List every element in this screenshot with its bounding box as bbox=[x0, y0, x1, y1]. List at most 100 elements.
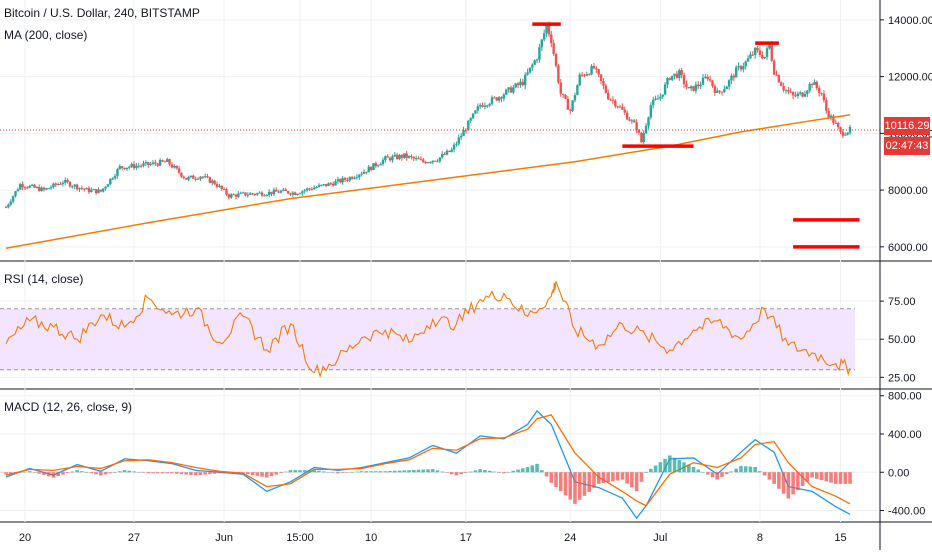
candle-body bbox=[196, 178, 200, 180]
candle-body bbox=[642, 133, 645, 143]
macd-hist-bar bbox=[767, 472, 772, 480]
macd-hist-bar bbox=[781, 472, 786, 494]
candle-body bbox=[322, 184, 325, 186]
candle-body bbox=[289, 193, 292, 195]
candle-body bbox=[75, 184, 79, 190]
macd-hist-bar bbox=[620, 472, 625, 480]
candle-body bbox=[173, 165, 176, 168]
macd-hist-bar bbox=[155, 472, 160, 474]
macd-hist-bar bbox=[691, 467, 696, 473]
candle-body bbox=[457, 137, 461, 144]
candle-body bbox=[405, 153, 408, 158]
candle-body bbox=[237, 193, 240, 197]
drawing-layer[interactable] bbox=[532, 22, 860, 249]
candle-body bbox=[244, 192, 247, 196]
macd-hist-bar bbox=[539, 470, 544, 473]
candle-body bbox=[495, 97, 498, 101]
macd-hist-bar bbox=[473, 470, 478, 473]
candle-body bbox=[365, 171, 368, 173]
macd-hist-bar bbox=[359, 471, 364, 473]
candle-body bbox=[379, 163, 382, 166]
candle-body bbox=[713, 86, 717, 93]
candle-body bbox=[535, 59, 539, 61]
candle-body bbox=[166, 159, 169, 162]
macd-hist-bar bbox=[179, 472, 184, 475]
candle-body bbox=[822, 93, 826, 101]
candle-body bbox=[331, 183, 335, 186]
macd-hist-bar bbox=[592, 472, 596, 488]
candle-body bbox=[727, 80, 731, 87]
macd-hist-bar bbox=[236, 472, 241, 474]
macd-hist-bar bbox=[734, 468, 739, 473]
candle-body bbox=[78, 187, 81, 190]
candle-body bbox=[777, 75, 781, 83]
axis-layer: 20 27 Jun 15:00 10 17 24 Jul 8 15 6000.00 8000.00 10… bbox=[19, 15, 932, 544]
candle-body bbox=[358, 174, 361, 178]
candle-body bbox=[753, 47, 757, 55]
candle-body bbox=[260, 192, 264, 196]
candle-body bbox=[514, 83, 517, 88]
candle-body bbox=[796, 93, 800, 96]
candle-body bbox=[521, 81, 525, 86]
candle-body bbox=[123, 167, 126, 170]
candle-body bbox=[227, 194, 231, 198]
candle-body bbox=[839, 127, 842, 132]
macd-hist-bar bbox=[89, 472, 94, 474]
macd-hist-bar bbox=[743, 466, 748, 473]
y-tick-label: 8000.00 bbox=[888, 185, 928, 197]
candle-body bbox=[580, 74, 584, 76]
macd-hist-bar bbox=[217, 472, 222, 474]
macd-hist-bar bbox=[84, 472, 89, 473]
candle-body bbox=[348, 177, 351, 181]
candle-body bbox=[701, 77, 705, 85]
candle-body bbox=[156, 163, 159, 166]
macd-hist-bar bbox=[611, 472, 615, 482]
y-tick-label: 75.00 bbox=[888, 296, 916, 308]
candle-body bbox=[263, 195, 266, 197]
candle-body bbox=[663, 84, 667, 95]
macd-hist-bar bbox=[506, 472, 511, 473]
candle-body bbox=[820, 92, 823, 94]
macd-hist-bar bbox=[407, 470, 411, 473]
candle-body bbox=[92, 189, 95, 191]
candle-body bbox=[476, 106, 479, 111]
macd-hist-bar bbox=[136, 472, 141, 473]
macd-hist-bar bbox=[260, 472, 264, 477]
candle-body bbox=[670, 75, 674, 80]
candle-body bbox=[526, 72, 529, 75]
chart-title: Bitcoin / U.S. Dollar, 240, BITSTAMP bbox=[4, 6, 200, 20]
candle-body bbox=[687, 87, 690, 89]
macd-hist-bar bbox=[630, 472, 634, 488]
macd-hist-bar bbox=[497, 472, 501, 473]
candle-body bbox=[706, 76, 709, 80]
candle-body bbox=[175, 165, 178, 169]
macd-hist-bar bbox=[203, 472, 207, 475]
candle-body bbox=[467, 120, 470, 131]
candle-body bbox=[486, 105, 489, 107]
candle-layer[interactable] bbox=[4, 21, 852, 209]
candle-body bbox=[770, 44, 773, 61]
macd-hist-bar bbox=[606, 472, 610, 483]
candle-body bbox=[109, 178, 112, 185]
macd-hist-bar bbox=[42, 472, 46, 475]
candle-body bbox=[334, 181, 337, 186]
candle-body bbox=[30, 184, 34, 186]
x-tick-label: 10 bbox=[365, 532, 377, 544]
macd-hist-bar bbox=[65, 472, 70, 474]
macd-hist-bar bbox=[724, 472, 729, 475]
macd-hist-bar bbox=[70, 471, 75, 473]
x-tick-label: 8 bbox=[757, 532, 763, 544]
macd-hist-bar bbox=[810, 472, 814, 478]
candle-body bbox=[827, 110, 830, 118]
candle-body bbox=[464, 130, 468, 132]
macd-hist-bar bbox=[748, 466, 753, 473]
macd-hist-bar bbox=[99, 472, 103, 476]
candle-body bbox=[668, 78, 672, 80]
candle-body bbox=[343, 178, 347, 180]
macd-hist-bar bbox=[677, 460, 682, 473]
candle-body bbox=[182, 176, 186, 178]
candle-body bbox=[723, 89, 726, 93]
macd-hist-bar bbox=[815, 472, 819, 479]
